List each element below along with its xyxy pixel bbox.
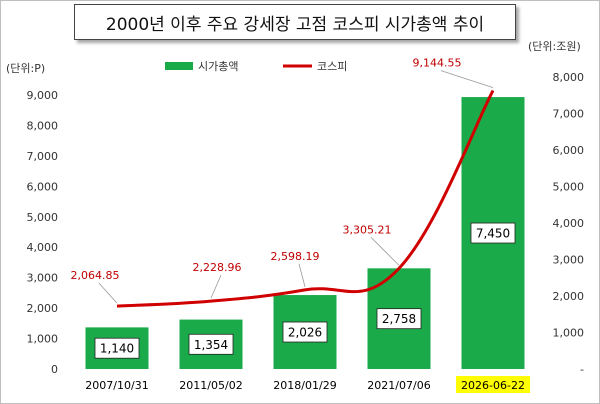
right-tick-label: 5,000 — [553, 181, 585, 194]
left-tick-label: 5,000 — [27, 211, 59, 224]
bar-value-box — [94, 337, 140, 359]
left-tick-label: 3,000 — [27, 272, 59, 285]
right-tick-label: 2,000 — [553, 290, 585, 303]
category-label: 2018/01/29 — [273, 379, 336, 392]
kospi-leader-line — [98, 282, 118, 304]
right-tick-label: - — [580, 363, 584, 376]
left-tick-label: 9,000 — [27, 89, 59, 102]
chart-title-box: 2000년 이후 주요 강세장 고점 코스피 시가총액 추이 — [74, 4, 516, 40]
left-axis-unit: (단위:P) — [6, 62, 45, 75]
legend-bar-swatch — [165, 62, 193, 70]
kospi-value-label: 9,144.55 — [413, 57, 462, 70]
kospi-leader-line — [440, 70, 494, 88]
kospi-value-label: 2,228.96 — [193, 261, 242, 274]
category-label: 2026-06-22 — [461, 379, 525, 392]
bar-value-label: 1,354 — [194, 338, 228, 352]
kospi-value-label: 3,305.21 — [343, 223, 392, 236]
bar-value-box — [376, 308, 422, 330]
left-tick-label: 8,000 — [27, 119, 59, 132]
legend-line-label: 코스피 — [317, 60, 347, 73]
right-axis-unit: (단위:조원) — [528, 40, 581, 53]
kospi-leader-line — [298, 263, 306, 288]
category-label: 2007/10/31 — [85, 379, 148, 392]
category-label: 2021/07/06 — [367, 379, 430, 392]
bar-value-label: 2,026 — [288, 326, 322, 340]
left-tick-label: 7,000 — [27, 150, 59, 163]
left-tick-label: 2,000 — [27, 302, 59, 315]
kospi-leader-line — [210, 274, 222, 299]
bar-value-label: 2,758 — [382, 312, 416, 326]
right-tick-label: 3,000 — [553, 254, 585, 267]
chart-title: 2000년 이후 주요 강세장 고점 코스피 시가총액 추이 — [105, 14, 485, 35]
bar-value-box — [470, 222, 516, 244]
legend-bar-label: 시가총액 — [198, 60, 238, 73]
category-label: 2011/05/02 — [179, 379, 242, 392]
kospi-leader-line — [370, 237, 400, 266]
left-tick-label: 6,000 — [27, 180, 59, 193]
right-tick-label: 7,000 — [553, 108, 585, 121]
bar-value-label: 7,450 — [476, 227, 510, 241]
left-tick-label: 4,000 — [27, 241, 59, 254]
kospi-line — [116, 89, 495, 308]
bar-value-box — [188, 333, 234, 355]
kospi-value-label: 2,064.85 — [71, 269, 120, 282]
right-tick-label: 1,000 — [553, 327, 585, 340]
right-tick-label: 8,000 — [553, 71, 585, 84]
category-highlight — [456, 376, 530, 393]
left-tick-label: 1,000 — [27, 333, 59, 346]
bar-value-box — [282, 321, 328, 343]
right-tick-label: 4,000 — [553, 217, 585, 230]
legend: 시가총액 코스피 — [165, 60, 347, 73]
left-tick-label: 0 — [51, 363, 58, 376]
right-tick-label: 6,000 — [553, 144, 585, 157]
bar-value-label: 1,140 — [100, 342, 134, 356]
kospi-value-label: 2,598.19 — [271, 250, 320, 263]
